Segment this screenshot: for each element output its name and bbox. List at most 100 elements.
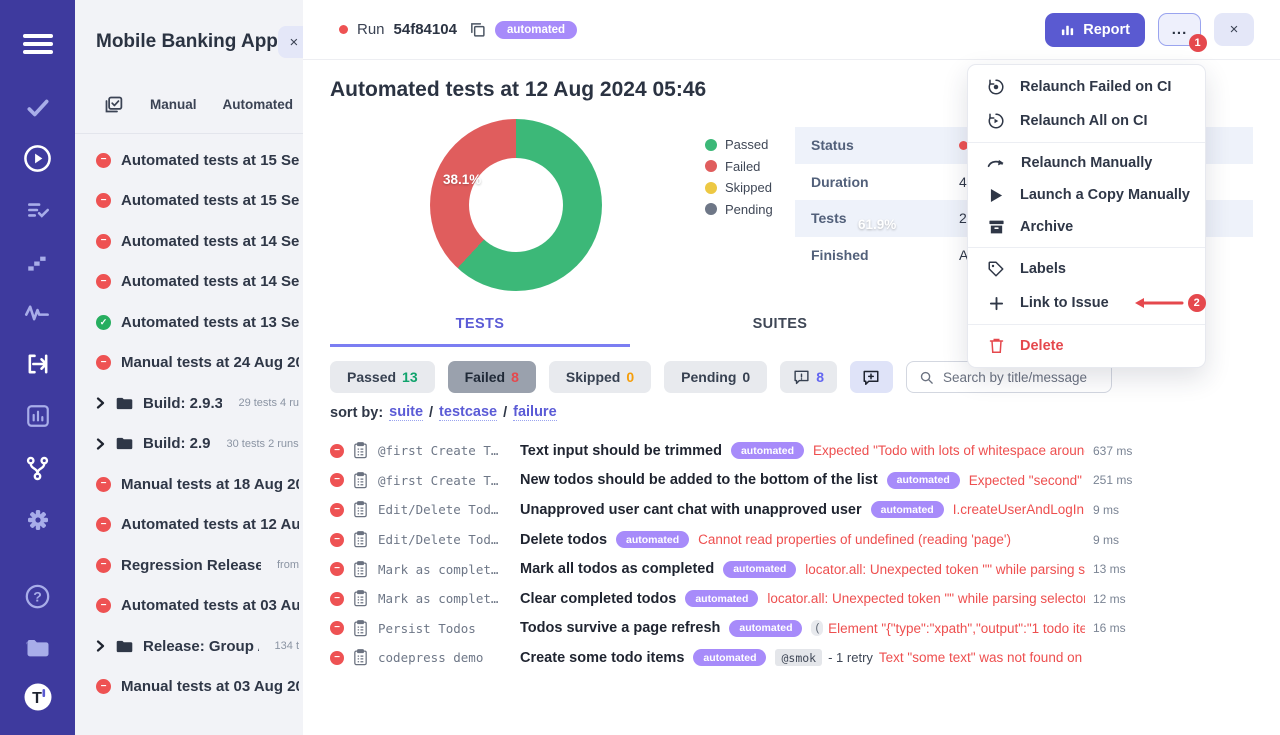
- test-title: Text input should be trimmed: [520, 442, 722, 459]
- sidebar-close-button[interactable]: ×: [277, 26, 303, 58]
- testcase-icon: [353, 619, 369, 637]
- menu-icon[interactable]: [0, 24, 75, 64]
- failed-status-icon: [96, 274, 111, 290]
- menu-item-relaunch-manually[interactable]: Relaunch Manually: [968, 147, 1205, 179]
- run-list-item[interactable]: Automated tests at 14 Sep: [75, 262, 303, 303]
- menu-item-labels[interactable]: Labels: [968, 252, 1205, 286]
- run-list-item[interactable]: Regression Release 2.8from: [75, 545, 303, 586]
- test-duration: 12 ms: [1093, 591, 1126, 606]
- task-list-icon[interactable]: [0, 190, 75, 230]
- test-title: Delete todos: [520, 531, 608, 548]
- test-row[interactable]: Edit/Delete Tod… Unapproved user cant ch…: [330, 495, 1280, 525]
- run-list-item[interactable]: Automated tests at 13 Sep: [75, 302, 303, 343]
- test-row[interactable]: @first Create T… Text input should be tr…: [330, 436, 1280, 466]
- menu-item-delete[interactable]: Delete: [968, 329, 1205, 362]
- menu-item-archive[interactable]: Archive: [968, 211, 1205, 243]
- report-button[interactable]: Report: [1045, 12, 1145, 47]
- testcase-icon: [353, 531, 369, 548]
- filter-failed-button[interactable]: Failed 8: [447, 361, 536, 393]
- bar-chart-icon[interactable]: [0, 396, 75, 436]
- help-icon[interactable]: ?: [0, 576, 75, 616]
- automated-badge: automated: [870, 501, 944, 519]
- search-input[interactable]: [942, 369, 1099, 385]
- run-list-item[interactable]: Automated tests at 12 Aug: [75, 505, 303, 546]
- failed-status-icon: [330, 591, 344, 606]
- filter-skipped-button[interactable]: Skipped 0: [548, 361, 652, 393]
- sign-in-icon[interactable]: [0, 344, 75, 384]
- run-group-item[interactable]: Build: 2.9.3 29 tests 4 ru: [75, 383, 303, 424]
- test-duration: 251 ms: [1093, 473, 1133, 488]
- testcase-icon: [353, 590, 369, 607]
- run-list-item[interactable]: Automated tests at 03 Aug: [75, 586, 303, 627]
- filter-comments-button[interactable]: 8: [780, 361, 837, 393]
- menu-divider: [968, 142, 1205, 143]
- run-group-item[interactable]: Release: Group A 134 t: [75, 626, 303, 667]
- run-list-item[interactable]: Automated tests at 14 Sep: [75, 221, 303, 262]
- run-list-item[interactable]: Manual tests at 03 Aug 2024: [75, 667, 303, 708]
- tab-suites[interactable]: SUITES: [752, 316, 808, 332]
- git-branch-icon[interactable]: [0, 448, 75, 488]
- labels-icon: [987, 260, 1005, 278]
- relaunch-manually-icon: [987, 156, 1006, 170]
- chevron-right-icon[interactable]: [96, 438, 106, 450]
- run-title: Automated tests at 12 Aug 2024 05:46: [330, 78, 707, 101]
- more-actions-button[interactable]: ... 1: [1158, 13, 1207, 52]
- run-list-item[interactable]: Manual tests at 18 Aug 2024: [75, 464, 303, 505]
- launch-copy-icon: [987, 188, 1005, 203]
- failed-status-icon: [96, 679, 111, 695]
- steps-icon[interactable]: [0, 242, 75, 282]
- folder-icon[interactable]: [0, 627, 75, 667]
- add-comment-button[interactable]: [849, 361, 893, 393]
- play-circle-icon[interactable]: [0, 138, 75, 178]
- test-row[interactable]: Edit/Delete Tod… Delete todos automated Ca…: [330, 525, 1280, 555]
- test-row[interactable]: Mark as complet… Mark all todos as compl…: [330, 554, 1280, 584]
- tab-manual[interactable]: Manual: [150, 97, 197, 112]
- tab-automated[interactable]: Automated: [222, 97, 294, 112]
- filter-passed-button[interactable]: Passed 13: [330, 361, 435, 393]
- logo[interactable]: T: [0, 677, 75, 717]
- suite-name: codepress demo: [378, 650, 484, 666]
- test-row[interactable]: codepress demo Create some todo items aut…: [330, 643, 1280, 673]
- sort-by-suite[interactable]: suite: [389, 404, 424, 421]
- chevron-right-icon[interactable]: [96, 397, 106, 409]
- check-icon[interactable]: [0, 88, 75, 128]
- archive-icon: [987, 219, 1005, 235]
- test-row[interactable]: Mark as complet… Clear completed todos au…: [330, 584, 1280, 614]
- run-list-item[interactable]: Automated tests at 15 Sep: [75, 181, 303, 222]
- failed-status-icon: [330, 443, 344, 458]
- comment-chip: (: [811, 620, 824, 637]
- menu-item-launch-copy[interactable]: Launch a Copy Manually: [968, 179, 1205, 211]
- menu-item-relaunch-all[interactable]: Relaunch All on CI: [968, 104, 1205, 138]
- test-row[interactable]: @first Create T… New todos should be add…: [330, 466, 1280, 496]
- select-all-icon[interactable]: [103, 94, 124, 115]
- result-tabs: TESTS SUITES: [330, 316, 930, 347]
- more-actions-menu: Relaunch Failed on CI Relaunch All on CI…: [967, 64, 1206, 368]
- menu-item-relaunch-failed[interactable]: Relaunch Failed on CI: [968, 70, 1205, 104]
- filter-pending-button[interactable]: Pending 0: [664, 361, 768, 393]
- run-type-badge: automated: [494, 20, 578, 39]
- pending-dot-icon: [705, 203, 717, 216]
- activity-icon[interactable]: [0, 293, 75, 333]
- svg-text:?: ?: [33, 588, 42, 604]
- sort-by-testcase[interactable]: testcase: [439, 404, 498, 421]
- automated-badge: automated: [685, 590, 759, 608]
- chevron-right-icon[interactable]: [96, 640, 106, 652]
- status-filters: Passed 13 Failed 8 Skipped 0 Pending 0 8: [330, 361, 1253, 393]
- automated-badge: automated: [730, 442, 805, 460]
- svg-text:T: T: [32, 690, 42, 707]
- test-error: Cannot read properties of undefined (rea…: [698, 532, 1011, 548]
- run-group-item[interactable]: Build: 2.9 30 tests 2 runs: [75, 424, 303, 465]
- menu-item-link-to-issue[interactable]: Link to Issue 2: [968, 286, 1206, 320]
- run-list-item[interactable]: Manual tests at 24 Aug 2024: [75, 343, 303, 384]
- search-box: [905, 361, 1112, 393]
- copy-icon[interactable]: [469, 21, 486, 38]
- tab-tests[interactable]: TESTS: [330, 316, 630, 347]
- gear-icon[interactable]: [0, 500, 75, 540]
- testcase-icon: [353, 560, 369, 578]
- close-run-button[interactable]: ×: [1214, 13, 1254, 46]
- run-list-item[interactable]: Automated tests at 15 Sep: [75, 140, 303, 181]
- test-row[interactable]: Persist Todos Todos survive a page refre…: [330, 614, 1280, 644]
- relaunch-failed-icon: [987, 78, 1005, 96]
- sort-by-failure[interactable]: failure: [513, 404, 557, 421]
- suite-name: Mark as complet…: [378, 591, 499, 607]
